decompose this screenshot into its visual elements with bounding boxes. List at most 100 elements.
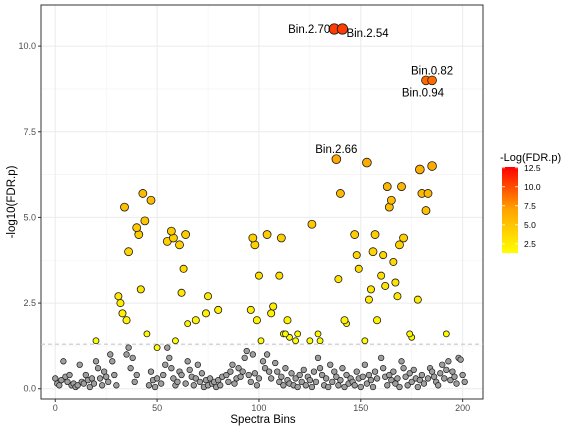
nonsignificant-point bbox=[272, 359, 279, 367]
plot-panel bbox=[40, 4, 484, 400]
nonsignificant-point bbox=[261, 365, 269, 372]
nonsignificant-point bbox=[192, 375, 199, 382]
nonsignificant-point bbox=[225, 378, 232, 386]
nonsignificant-point bbox=[410, 366, 417, 374]
legend-colorbar bbox=[502, 167, 518, 253]
nonsignificant-point bbox=[428, 368, 436, 375]
significant-point bbox=[120, 202, 129, 212]
nonsignificant-point bbox=[94, 365, 102, 372]
legend-ticks: 2.5 5.0 7.5 10.0 12.5 bbox=[502, 163, 541, 249]
nonsignificant-point bbox=[58, 377, 65, 384]
nonsignificant-point bbox=[400, 365, 407, 372]
nonsignificant-point bbox=[88, 375, 96, 382]
nonsignificant-point bbox=[329, 378, 336, 386]
nonsignificant-point bbox=[86, 383, 94, 391]
nonsignificant-point bbox=[310, 368, 318, 375]
x-tick-label: 50 bbox=[152, 403, 162, 413]
nonsignificant-point bbox=[90, 380, 98, 387]
nonsignificant-point bbox=[312, 378, 320, 386]
significant-point bbox=[204, 292, 213, 301]
x-axis-title: Spectra Bins bbox=[230, 414, 295, 426]
nonsignificant-point bbox=[351, 382, 358, 389]
nonsignificant-point bbox=[288, 370, 295, 377]
nonsignificant-point bbox=[98, 382, 106, 389]
nonsignificant-point bbox=[127, 365, 134, 372]
nonsignificant-point bbox=[341, 383, 348, 391]
annotations: Bin.2.70 Bin.2.54 Bin.0.82 Bin.0.94 Bin.2.66 bbox=[288, 24, 453, 156]
nonsignificant-point bbox=[160, 371, 167, 379]
nonsignificant-point bbox=[162, 361, 169, 368]
nonsignificant-point bbox=[367, 377, 375, 384]
significant-point bbox=[314, 330, 322, 338]
significant-point bbox=[116, 299, 125, 308]
nonsignificant-point bbox=[133, 371, 140, 379]
nonsignificant-point bbox=[306, 377, 314, 384]
nonsignificant-point bbox=[190, 382, 197, 389]
significant-point bbox=[427, 75, 437, 86]
legend-tick-label: 5.0 bbox=[524, 220, 536, 230]
nonsignificant-point bbox=[394, 375, 401, 382]
significant-point bbox=[442, 330, 450, 338]
nonsignificant-point bbox=[268, 375, 275, 382]
significant-point bbox=[292, 337, 300, 345]
nonsignificant-point bbox=[343, 371, 350, 379]
nonsignificant-point bbox=[424, 375, 432, 382]
nonsignificant-point bbox=[131, 378, 138, 386]
nonsignificant-point bbox=[52, 375, 59, 382]
nonsignificant-point bbox=[123, 351, 130, 358]
nonsignificant-point bbox=[196, 378, 204, 386]
significant-point bbox=[382, 182, 392, 191]
significant-point bbox=[257, 337, 265, 345]
significant-point bbox=[427, 161, 437, 171]
nonsignificant-point bbox=[430, 373, 438, 380]
nonsignificant-point bbox=[263, 351, 271, 358]
nonsignificant-point bbox=[274, 368, 281, 375]
nonsignificant-point bbox=[292, 375, 299, 382]
significant-point bbox=[118, 309, 127, 318]
significant-point bbox=[391, 278, 400, 287]
nonsignificant-point bbox=[361, 361, 369, 368]
nonsignificant-point bbox=[294, 383, 301, 391]
nonsignificant-point bbox=[164, 344, 171, 351]
nonsignificant-point bbox=[184, 358, 191, 365]
nonsignificant-point bbox=[339, 365, 346, 372]
significant-point bbox=[140, 216, 150, 226]
significant-point bbox=[153, 344, 161, 352]
nonsignificant-point bbox=[451, 373, 458, 380]
significant-point bbox=[276, 233, 286, 243]
significant-point bbox=[399, 233, 408, 243]
y-tick-label: 0.0 bbox=[23, 384, 36, 394]
significant-point bbox=[397, 182, 406, 191]
nonsignificant-point bbox=[318, 371, 326, 379]
nonsignificant-point bbox=[129, 354, 136, 362]
nonsignificant-point bbox=[237, 373, 244, 380]
nonsignificant-point bbox=[435, 382, 442, 389]
significant-point bbox=[361, 337, 369, 345]
legend-tick-label: 7.5 bbox=[524, 201, 536, 211]
legend-tick-label: 12.5 bbox=[524, 163, 541, 173]
nonsignificant-point bbox=[249, 351, 256, 358]
nonsignificant-point bbox=[265, 368, 273, 375]
significant-point bbox=[373, 316, 382, 325]
x-tick-label: 100 bbox=[251, 403, 266, 413]
nonsignificant-point bbox=[363, 380, 371, 387]
significant-point bbox=[350, 230, 360, 239]
significant-point bbox=[393, 292, 402, 301]
significant-point bbox=[143, 330, 151, 338]
nonsignificant-point bbox=[107, 351, 114, 358]
nonsignificant-point bbox=[227, 368, 234, 375]
nonsignificant-point bbox=[437, 370, 444, 377]
significant-point bbox=[246, 305, 255, 314]
nonsignificant-point bbox=[323, 375, 330, 382]
nonsignificant-point bbox=[168, 365, 175, 372]
significant-point bbox=[275, 271, 284, 280]
nonsignificant-point bbox=[314, 354, 322, 362]
nonsignificant-point bbox=[60, 358, 67, 365]
nonsignificant-point bbox=[198, 370, 206, 377]
nonsignificant-point bbox=[56, 382, 63, 389]
plot-border bbox=[40, 4, 484, 400]
nonsignificant-point bbox=[255, 375, 263, 382]
legend-tick-label: 10.0 bbox=[524, 182, 541, 192]
nonsignificant-point bbox=[357, 383, 364, 391]
